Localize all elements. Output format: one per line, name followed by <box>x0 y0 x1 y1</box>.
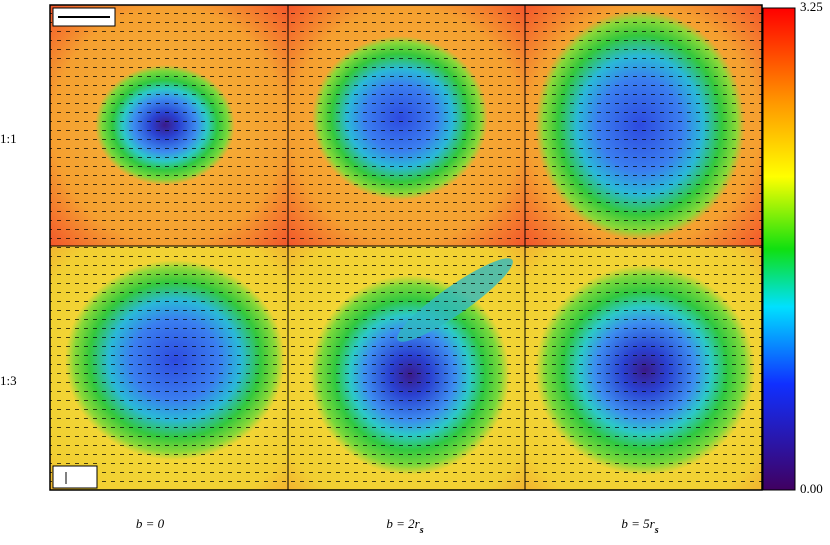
column-label: b = 5rs <box>621 516 658 536</box>
column-label-sub: s <box>419 525 424 536</box>
column-label-main: b = 5r <box>621 516 655 531</box>
column-label: b = 0 <box>136 516 165 531</box>
panels <box>49 4 763 491</box>
colorbar <box>762 7 796 491</box>
colorbar-min: 0.00 <box>800 481 823 496</box>
row-label: 1:3 <box>0 373 17 388</box>
scale-box <box>52 465 98 489</box>
colorbar-max: 3.25 <box>800 0 823 14</box>
frame <box>49 4 763 491</box>
row-label: 1:1 <box>0 131 17 146</box>
column-label: b = 2rs <box>386 516 423 536</box>
column-label-main: b = 0 <box>136 516 165 531</box>
column-label-main: b = 2r <box>386 516 420 531</box>
velocity-field <box>50 5 762 490</box>
column-label-sub: s <box>654 525 659 536</box>
